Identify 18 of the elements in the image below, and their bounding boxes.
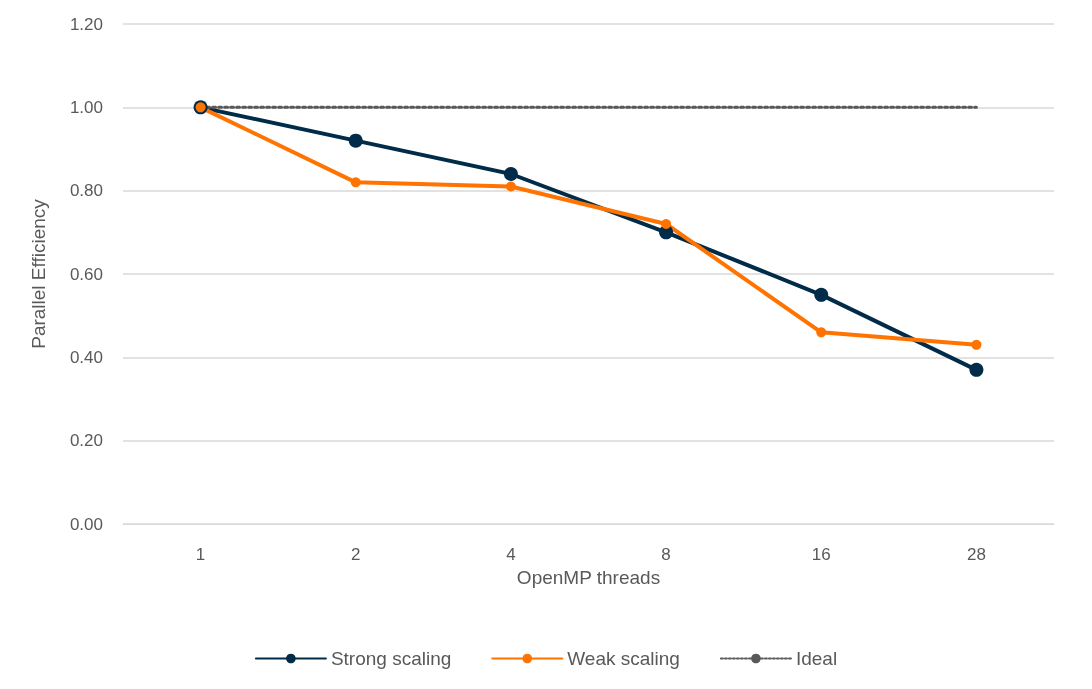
x-tick-label: 2 [351,545,361,564]
legend-label: Strong scaling [330,648,452,669]
y-tick-label: 1.20 [69,14,103,34]
y-tick-label: 0.00 [69,514,103,534]
x-tick-label: 28 [966,545,986,564]
x-tick-label: 8 [661,545,671,564]
x-tick-label: 1 [195,545,206,564]
y-tick-label: 0.80 [69,181,103,201]
legend-label: Weak scaling [567,648,680,669]
y-tick-label: 0.20 [69,431,103,451]
y-axis-title: Parallel Efficiency [28,198,49,349]
y-tick-label: 0.40 [69,347,103,367]
x-tick-label: 16 [811,545,831,564]
x-tick-label: 4 [506,545,516,564]
legend-label: Ideal [795,648,838,669]
x-axis-title: OpenMP threads [516,566,661,588]
y-tick-label: 0.60 [69,264,103,284]
y-tick-label: 1.00 [69,97,103,117]
